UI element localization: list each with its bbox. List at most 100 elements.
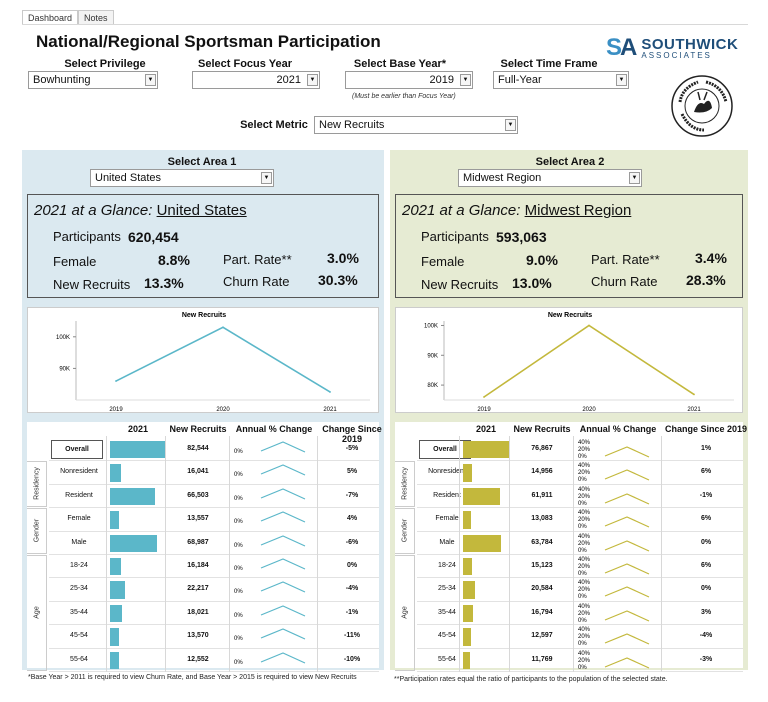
sparkline-axis-label: 20%: [578, 564, 591, 570]
row-label: 55-64: [438, 655, 456, 663]
area2-churn-label: Churn Rate: [591, 274, 658, 289]
sparkline-axis-label: 0%: [578, 618, 587, 624]
row-divider: [49, 647, 379, 649]
series-point: [693, 393, 695, 396]
table-header-year: 2021: [127, 424, 149, 434]
group-box-age: [395, 555, 415, 671]
row-divider: [417, 483, 743, 485]
row-change-since: 6%: [700, 562, 712, 569]
row-label: 18-24: [70, 562, 88, 569]
focus-year-label: Select Focus Year: [198, 58, 292, 70]
sparkline-axis-label: 20%: [578, 611, 591, 617]
row-change-since: 0%: [700, 538, 712, 546]
group-box-gender: [27, 508, 47, 554]
row-label: 18-24: [438, 562, 456, 569]
row-value: 13,083: [531, 515, 553, 523]
row-label: 35-44: [438, 608, 456, 616]
southwick-logo: SA SOUTHWICK ASSOCIATES: [606, 34, 738, 62]
annual-change-sparkline: 0%: [234, 558, 306, 572]
row-divider: [49, 624, 379, 626]
area1-table: [27, 422, 379, 668]
footnote-base-year: *Base Year > 2011 is required to view Ch…: [28, 674, 357, 681]
logo-mark-icon: SA: [606, 34, 637, 62]
group-label-age: Age: [401, 605, 409, 619]
row-value: 18,021: [187, 608, 209, 616]
sparkline-axis-label: 20%: [578, 658, 591, 664]
base-year-value: 2019: [429, 74, 454, 86]
value-bar: [463, 487, 501, 506]
column-divider: [165, 436, 166, 672]
base-year-select[interactable]: 2019 ▼: [345, 71, 473, 89]
annual-change-sparkline: 0%: [234, 488, 306, 502]
x-tick-label: 2020: [216, 407, 230, 413]
group-box-gender: [395, 508, 415, 554]
sparkline-axis-label: 40%: [578, 604, 591, 610]
area1-area-select[interactable]: United States ▼: [90, 169, 274, 187]
row-change-since: 0%: [346, 562, 358, 569]
row-change-since: -5%: [345, 445, 359, 452]
sparkline-line: [260, 605, 306, 617]
sparkline-line: [260, 441, 306, 453]
annual-change-sparkline: 0%: [234, 651, 306, 666]
sparkline-axis-label: 40%: [578, 440, 591, 446]
sparkline-axis-label: 0%: [234, 589, 243, 595]
chevron-down-icon: ▼: [460, 74, 471, 86]
row-value: 66,503: [187, 491, 209, 499]
sparkline-axis-label: 0%: [234, 636, 243, 642]
annual-change-sparkline: 0%: [234, 464, 306, 478]
group-box-age: [27, 555, 47, 671]
annual-change-sparkline: 40%20%0%: [578, 651, 650, 671]
sparkline-line: [260, 581, 306, 593]
y-tick-label: 90K: [427, 353, 438, 359]
value-bar: [463, 511, 471, 529]
area2-select-label: Select Area 2: [535, 156, 605, 168]
sparkline-axis-label: 20%: [578, 494, 591, 500]
focus-year-select[interactable]: 2021 ▼: [192, 71, 320, 89]
sparkline-axis-label: 40%: [578, 627, 591, 633]
row-value: 11,769: [531, 655, 553, 663]
row-value: 16,041: [187, 468, 209, 476]
annual-change-sparkline: 0%: [234, 581, 306, 595]
row-value: 82,544: [187, 445, 209, 452]
row-value: 63,784: [531, 538, 553, 546]
metric-label: Select Metric: [240, 119, 308, 131]
row-value: 61,911: [531, 491, 553, 499]
footnote-participation: **Participation rates equal the ratio of…: [394, 676, 668, 683]
row-divider: [49, 460, 379, 462]
row-divider: [49, 600, 379, 602]
tab-dashboard[interactable]: Dashboard: [22, 10, 79, 25]
table-header-since: Change Since 2019: [664, 424, 748, 434]
row-change-since: -4%: [699, 632, 713, 640]
time-frame-label: Select Time Frame: [500, 58, 598, 70]
sparkline-axis-label: 40%: [578, 463, 591, 469]
row-change-since: -3%: [699, 655, 713, 663]
sparkline-line: [604, 610, 650, 622]
row-value: 22,217: [187, 585, 209, 593]
column-divider: [661, 436, 662, 672]
privilege-select[interactable]: Bowhunting ▼: [28, 71, 158, 89]
sparkline-line: [604, 656, 650, 669]
row-divider: [417, 554, 743, 555]
sparkline-axis-label: 20%: [578, 541, 591, 547]
row-divider: [417, 460, 743, 462]
table-header-annual: Annual % Change: [579, 424, 657, 434]
time-frame-select[interactable]: Full-Year ▼: [493, 71, 629, 89]
series-line: [483, 324, 695, 398]
annual-change-sparkline: 40%20%0%: [578, 580, 650, 600]
row-divider: [49, 671, 379, 672]
row-value: 12,552: [187, 655, 209, 663]
sparkline-line: [260, 628, 306, 640]
row-divider: [49, 483, 379, 485]
sparkline-axis-label: 0%: [234, 496, 243, 502]
area1-participants: 620,454: [128, 229, 179, 245]
row-change-since: 6%: [700, 515, 712, 523]
annual-change-sparkline: 40%20%0%: [578, 463, 650, 483]
area1-female: 8.8%: [158, 252, 190, 268]
value-bar: [110, 511, 120, 529]
metric-select[interactable]: New Recruits ▼: [314, 116, 518, 134]
tab-notes[interactable]: Notes: [78, 10, 114, 25]
area2-part-rate-label: Part. Rate**: [591, 252, 660, 267]
row-label: Male: [439, 538, 455, 546]
area2-area-select[interactable]: Midwest Region ▼: [458, 169, 642, 187]
row-divider: [417, 671, 743, 672]
